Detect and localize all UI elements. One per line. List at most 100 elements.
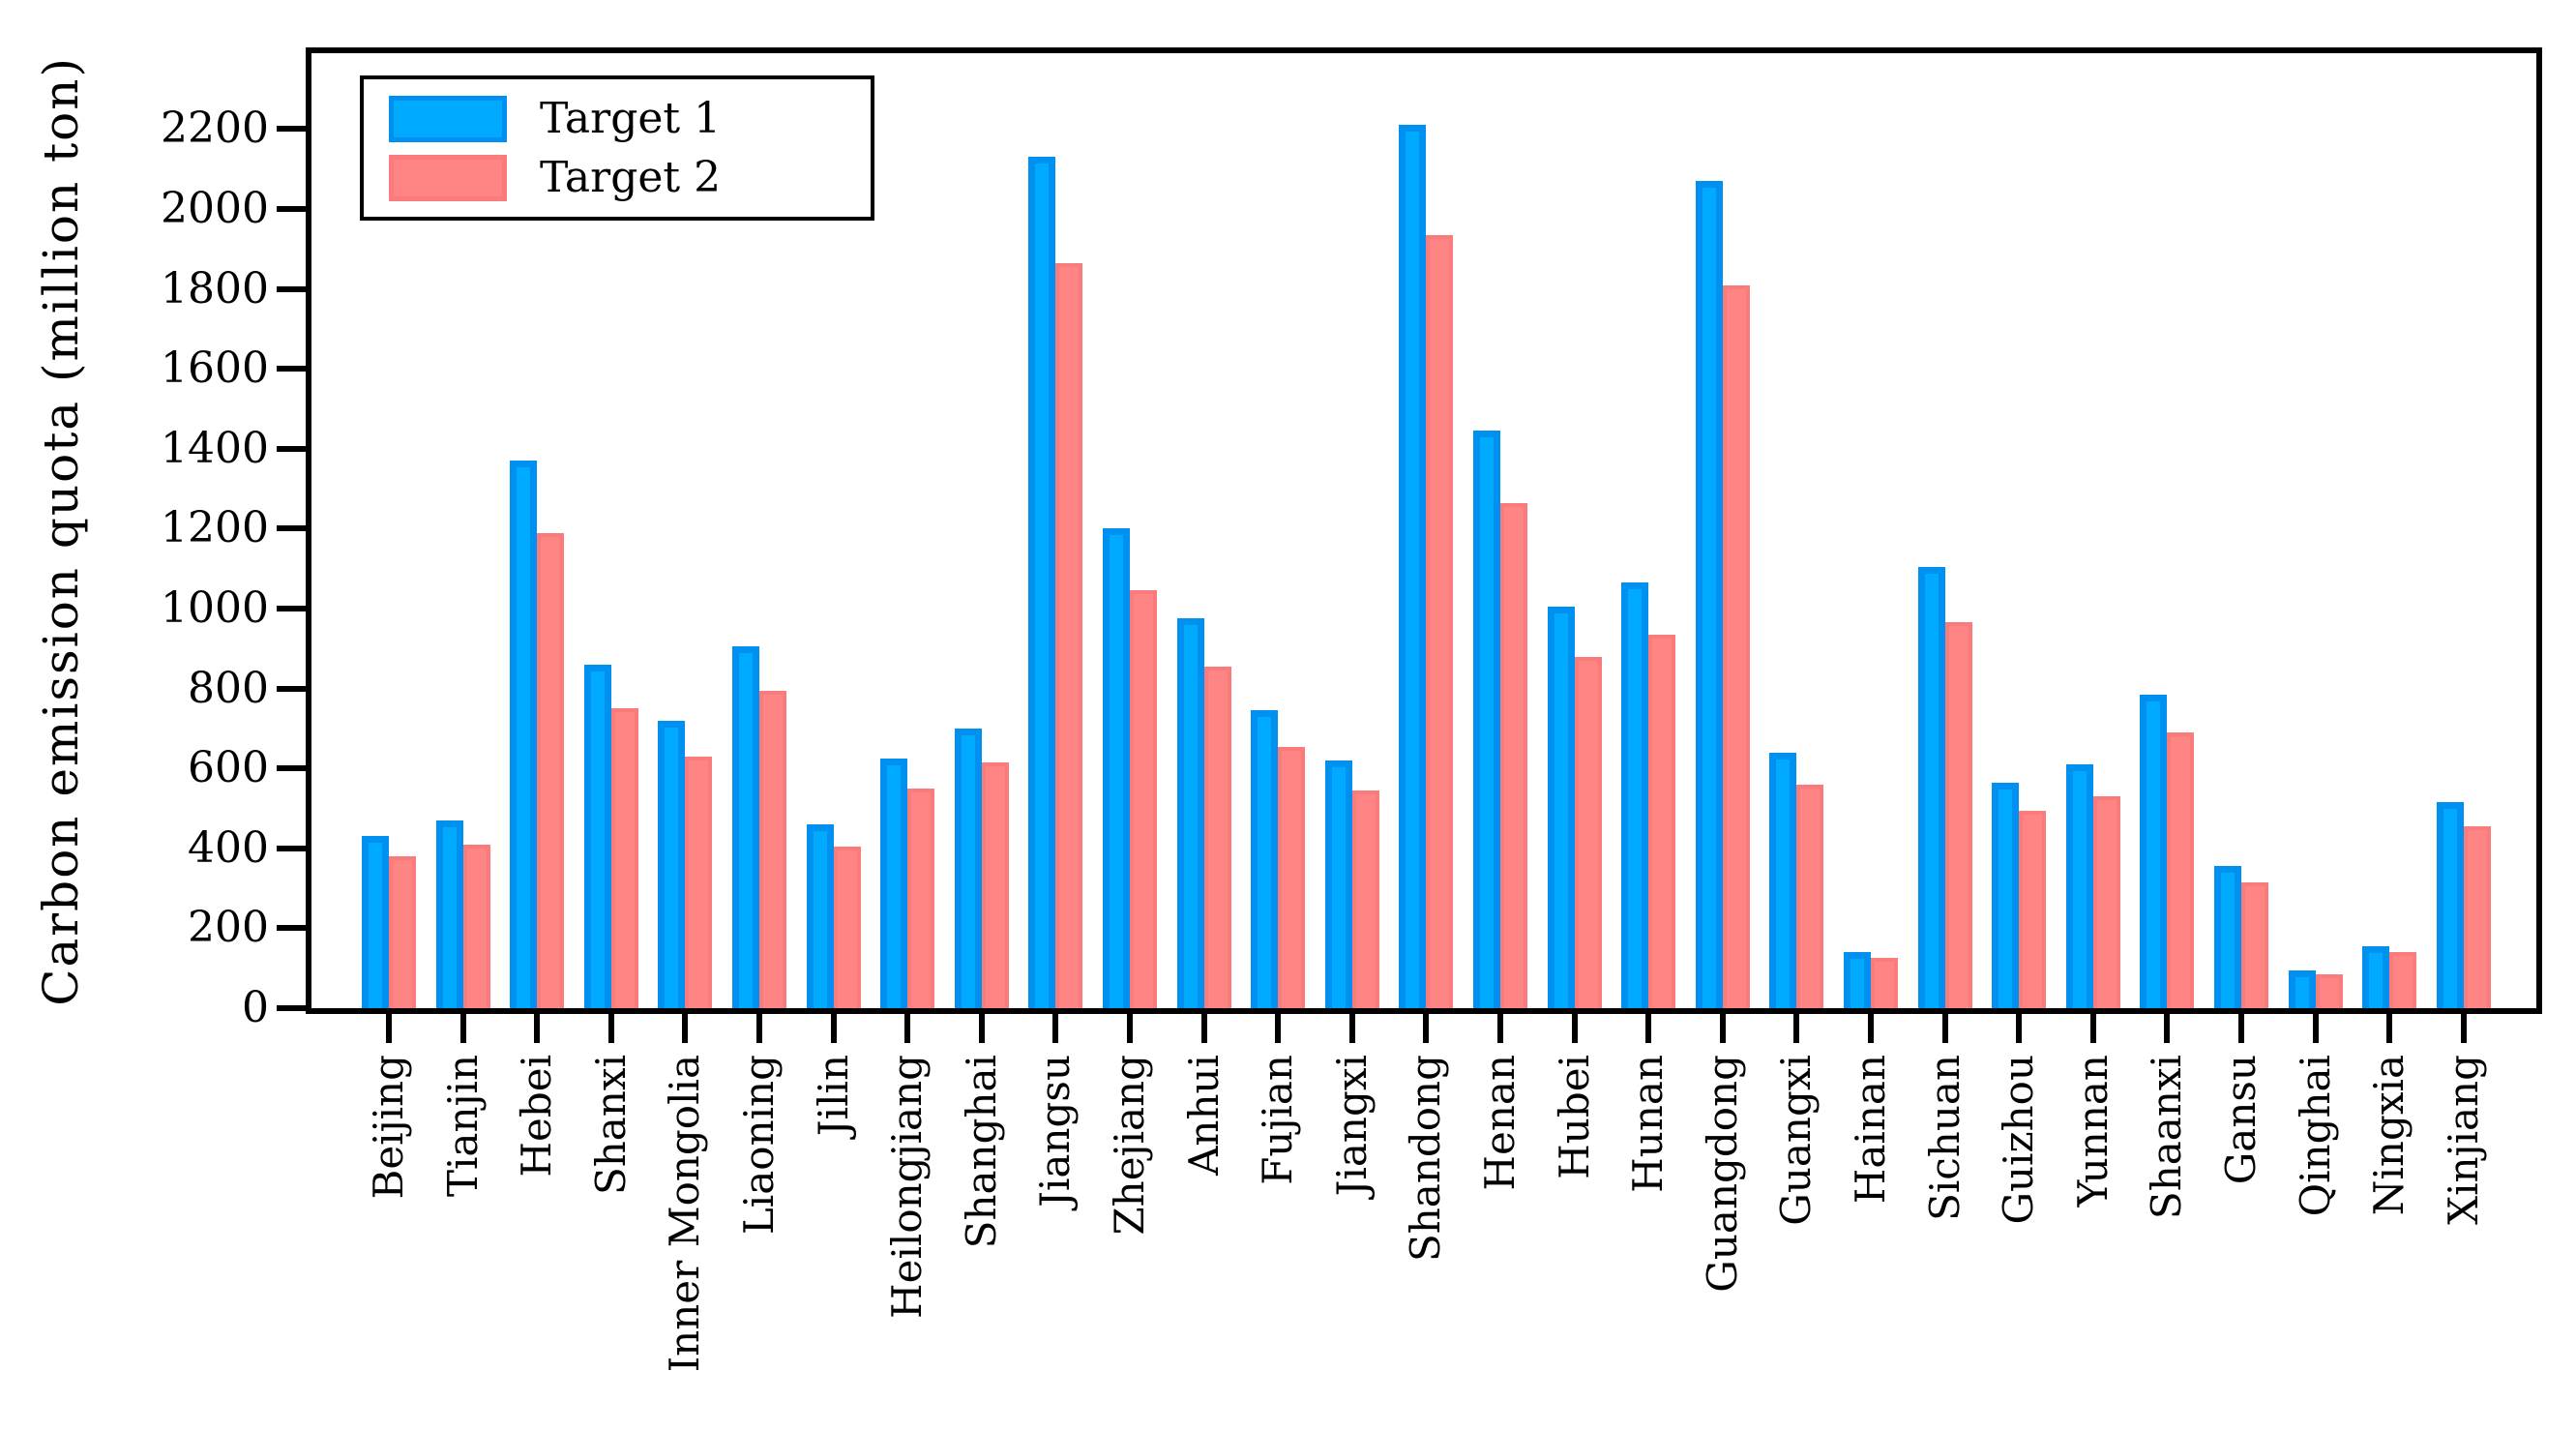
legend-item-target2: Target 2 xyxy=(364,148,871,207)
x-category-label-text: Liaoning xyxy=(735,1055,783,1236)
bar-target1-heilongjiang xyxy=(880,759,908,1008)
x-category-label-text: Fujian xyxy=(1254,1055,1302,1185)
x-tick-mark xyxy=(1348,1014,1355,1043)
x-tick-mark xyxy=(534,1014,541,1043)
bar-target2-beijing xyxy=(389,856,416,1008)
bar-target2-hebei xyxy=(537,533,565,1008)
x-tick-mark xyxy=(1793,1014,1800,1043)
y-tick-mark xyxy=(277,606,306,612)
y-tick-label: 400 xyxy=(188,822,269,873)
x-tick-mark xyxy=(459,1014,466,1043)
bar-target2-hubei xyxy=(1574,657,1602,1008)
y-tick-mark xyxy=(277,126,306,133)
x-category-label-text: Hubei xyxy=(1550,1055,1598,1179)
legend-item-target1: Target 1 xyxy=(364,89,871,148)
bar-target2-sichuan xyxy=(1944,622,1972,1008)
bar-target2-fujian xyxy=(1278,747,1306,1008)
bar-target1-ningxia xyxy=(2362,946,2390,1008)
x-category-label-text: Zhejiang xyxy=(1106,1055,1153,1236)
legend: Target 1 Target 2 xyxy=(360,75,874,221)
bar-target2-henan xyxy=(1500,503,1527,1008)
x-tick-mark xyxy=(2386,1014,2393,1043)
x-category-label-text: Yunnan xyxy=(2068,1055,2117,1207)
x-category-label-text: Hebei xyxy=(513,1055,561,1178)
y-tick-label: 800 xyxy=(188,663,269,713)
y-tick-mark xyxy=(277,206,306,213)
x-tick-mark xyxy=(386,1014,392,1043)
target2-swatch-icon xyxy=(389,154,507,201)
x-tick-mark xyxy=(2016,1014,2023,1043)
x-category-label-text: Jiangxi xyxy=(1327,1055,1376,1197)
x-category-label-text: Jiangsu xyxy=(1031,1055,1080,1207)
x-category-label-text: Hainan xyxy=(1847,1055,1894,1205)
bar-target1-hebei xyxy=(510,461,538,1008)
bar-target1-beijing xyxy=(362,836,389,1008)
y-tick-label: 2000 xyxy=(161,184,269,234)
x-category-label-text: Shandong xyxy=(1402,1055,1450,1263)
x-category-label-text: Xinjiang xyxy=(2439,1055,2487,1225)
x-tick-mark xyxy=(1497,1014,1503,1043)
bar-target2-ningxia xyxy=(2389,952,2417,1008)
plot-area xyxy=(306,47,2542,1014)
bar-target2-jilin xyxy=(833,847,861,1008)
bar-target1-hubei xyxy=(1547,607,1575,1008)
x-tick-mark xyxy=(1571,1014,1578,1043)
y-tick-mark xyxy=(277,925,306,932)
y-tick-label: 1600 xyxy=(161,343,269,394)
bar-target1-shanxi xyxy=(583,665,611,1008)
bar-target2-inner-mongolia xyxy=(685,757,713,1008)
bar-target1-shandong xyxy=(1399,125,1427,1008)
bar-target1-shanghai xyxy=(954,729,982,1008)
bar-target2-guangxi xyxy=(1796,785,1824,1008)
x-category-label-text: Hunan xyxy=(1624,1055,1673,1193)
x-category-label-text: Guizhou xyxy=(1995,1055,2043,1225)
bar-target1-liaoning xyxy=(732,646,759,1008)
x-category-label-text: Shaanxi xyxy=(2143,1055,2191,1220)
x-tick-mark xyxy=(830,1014,837,1043)
bar-target2-shaanxi xyxy=(2167,732,2195,1008)
x-category-label-text: Henan xyxy=(1476,1055,1524,1191)
x-category-label-text: Beijing xyxy=(365,1055,412,1200)
y-tick-mark xyxy=(277,845,306,851)
bar-target2-hainan xyxy=(1871,958,1898,1008)
bar-target1-jiangsu xyxy=(1028,157,1056,1008)
x-tick-mark xyxy=(2164,1014,2171,1043)
x-category-label-text: Guangdong xyxy=(1698,1055,1746,1293)
x-tick-mark xyxy=(2312,1014,2319,1043)
bar-target2-jiangsu xyxy=(1055,263,1083,1008)
bar-target2-qinghai xyxy=(2315,974,2343,1008)
bar-target1-shaanxi xyxy=(2140,695,2168,1008)
y-tick-label: 1200 xyxy=(161,503,269,553)
y-tick-label: 1400 xyxy=(161,423,269,473)
y-tick-label: 2200 xyxy=(161,104,269,154)
bar-target1-fujian xyxy=(1251,710,1279,1008)
bar-target1-henan xyxy=(1473,431,1500,1008)
y-tick-mark xyxy=(277,685,306,692)
y-tick-label: 1800 xyxy=(161,263,269,313)
x-tick-mark xyxy=(2238,1014,2244,1043)
bar-target1-guangdong xyxy=(1695,181,1723,1008)
bar-target2-shanghai xyxy=(981,762,1009,1008)
bar-target2-zhejiang xyxy=(1130,590,1157,1008)
x-category-label-text: Tianjin xyxy=(438,1055,487,1198)
x-tick-mark xyxy=(607,1014,614,1043)
x-tick-mark xyxy=(978,1014,985,1043)
x-category-label-text: Gansu xyxy=(2217,1055,2265,1185)
y-tick-label: 200 xyxy=(188,903,269,953)
bar-target1-hunan xyxy=(1621,582,1649,1008)
bar-target1-hainan xyxy=(1844,952,1871,1008)
bar-target2-guizhou xyxy=(2019,811,2047,1008)
x-tick-mark xyxy=(1941,1014,1948,1043)
bar-target1-inner-mongolia xyxy=(658,721,686,1008)
legend-label-target2: Target 2 xyxy=(540,153,722,202)
x-category-label-text: Sichuan xyxy=(1920,1055,1969,1221)
x-tick-mark xyxy=(1275,1014,1282,1043)
x-category-label-text: Jilin xyxy=(809,1055,857,1137)
x-tick-mark xyxy=(904,1014,911,1043)
bar-target2-xinjiang xyxy=(2463,826,2491,1008)
bar-target2-heilongjiang xyxy=(907,789,935,1008)
x-tick-mark xyxy=(1645,1014,1652,1043)
x-tick-mark xyxy=(1423,1014,1430,1043)
target1-swatch-icon xyxy=(389,95,507,142)
